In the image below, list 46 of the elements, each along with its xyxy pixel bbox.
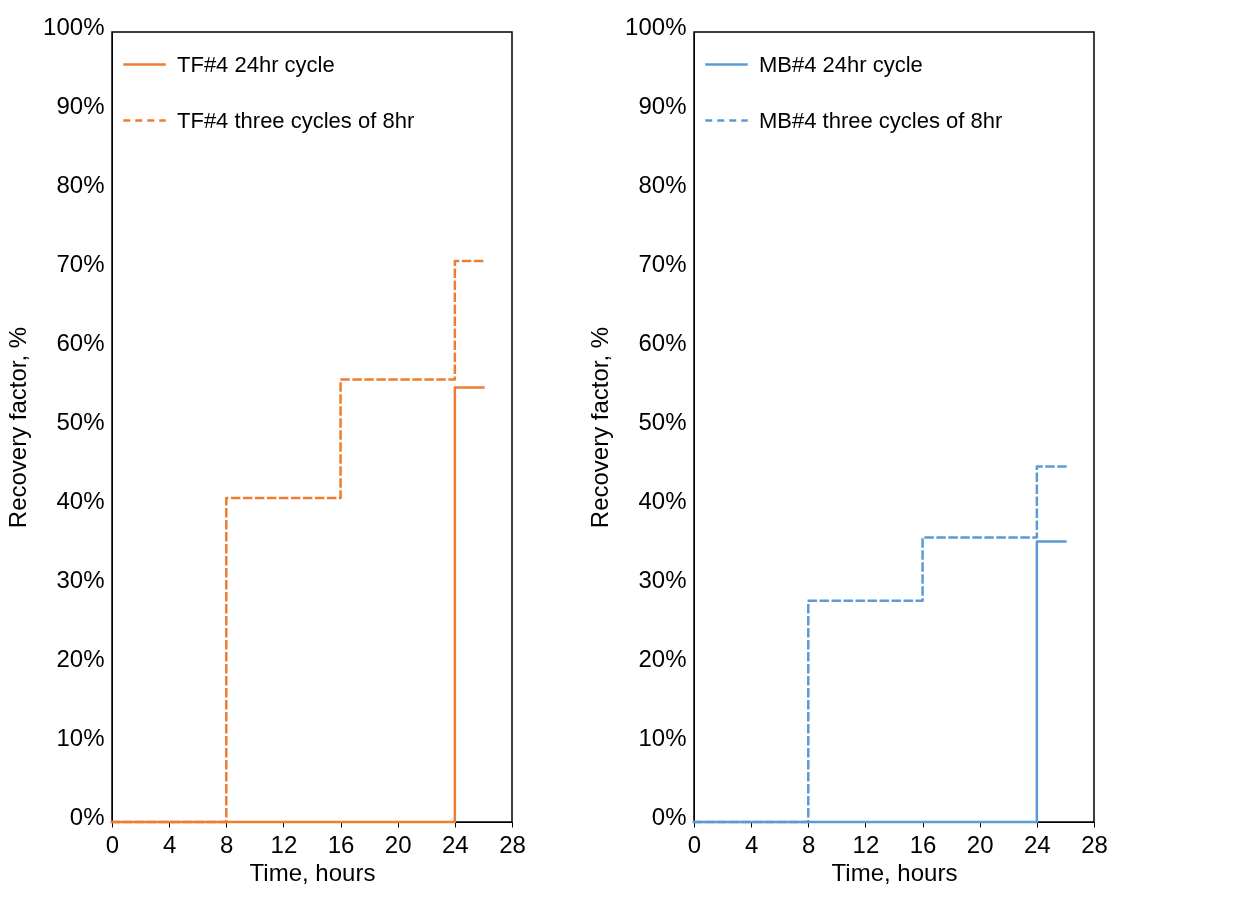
y-tick-label: 100% <box>625 12 687 40</box>
y-tick-label: 0% <box>69 802 105 830</box>
x-tick-label: 8 <box>802 830 816 858</box>
y-tick-label: 50% <box>56 407 105 435</box>
legend-label: MB#4 three cycles of 8hr <box>759 107 1003 133</box>
y-tick-label: 10% <box>56 723 105 751</box>
y-tick-label: 40% <box>56 486 105 514</box>
y-tick-label: 70% <box>56 249 105 277</box>
y-tick-label: 90% <box>638 91 687 119</box>
x-tick-label: 16 <box>327 830 355 858</box>
x-tick-label: 4 <box>744 830 759 858</box>
x-tick-label: 0 <box>105 830 120 858</box>
legend-label: TF#4 24hr cycle <box>177 51 335 77</box>
y-tick-label: 60% <box>638 328 687 356</box>
x-tick-label: 12 <box>852 830 880 858</box>
y-tick-label: 10% <box>638 723 687 751</box>
y-axis-title: Recovery factor, % <box>4 326 32 529</box>
x-tick-label: 8 <box>220 830 234 858</box>
x-tick-label: 24 <box>1024 830 1051 858</box>
x-tick-label: 20 <box>966 830 994 858</box>
x-tick-label: 12 <box>270 830 298 858</box>
y-tick-label: 90% <box>56 91 105 119</box>
x-tick-label: 28 <box>1081 830 1108 858</box>
y-tick-label: 30% <box>638 565 687 593</box>
y-tick-label: 0% <box>651 802 687 830</box>
x-tick-label: 28 <box>499 830 526 858</box>
x-axis-title: Time, hours <box>249 858 376 886</box>
x-axis-title: Time, hours <box>831 858 958 886</box>
y-tick-label: 30% <box>56 565 105 593</box>
legend-label: TF#4 three cycles of 8hr <box>177 107 415 133</box>
x-tick-label: 16 <box>909 830 937 858</box>
y-tick-label: 20% <box>56 644 105 672</box>
y-tick-label: 20% <box>638 644 687 672</box>
y-axis-title: Recovery factor, % <box>586 326 614 529</box>
y-tick-label: 80% <box>56 170 105 198</box>
y-tick-label: 70% <box>638 249 687 277</box>
y-tick-label: 100% <box>43 12 105 40</box>
x-tick-label: 0 <box>687 830 702 858</box>
legend-label: MB#4 24hr cycle <box>759 51 923 77</box>
y-tick-label: 60% <box>56 328 105 356</box>
x-tick-label: 4 <box>162 830 177 858</box>
x-tick-label: 20 <box>384 830 412 858</box>
y-tick-label: 40% <box>638 486 687 514</box>
y-tick-label: 50% <box>638 407 687 435</box>
x-tick-label: 24 <box>442 830 469 858</box>
y-tick-label: 80% <box>638 170 687 198</box>
